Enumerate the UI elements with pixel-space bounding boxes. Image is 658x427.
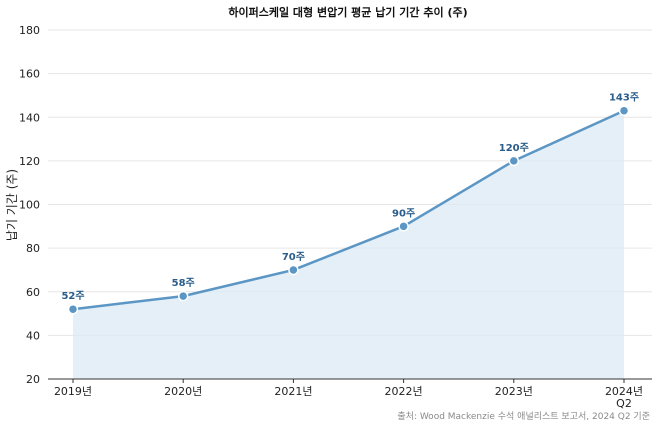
area-fill — [73, 110, 624, 380]
data-labels: 52주 58주 70주 90주 120주 143주 — [61, 92, 639, 302]
y-tick-label: 120 — [19, 155, 40, 168]
source-note: 출처: Wood Mackenzie 수석 애널리스트 보고서, 2024 Q2… — [397, 410, 650, 422]
series-line — [72, 109, 625, 311]
data-point — [508, 155, 520, 167]
y-axis-ticks: 20 40 60 80 100 120 140 160 180 — [19, 24, 40, 386]
y-tick-label: 20 — [26, 373, 40, 386]
x-tick-label: 2023년 — [495, 385, 533, 398]
x-tick-label: 2019년 — [54, 385, 92, 398]
data-points — [67, 105, 630, 315]
chart-title: 하이퍼스케일 대형 변압기 평균 납기 기간 추이 (주) — [228, 5, 467, 19]
x-tick-label: 2024년 Q2 — [605, 385, 643, 410]
data-point — [618, 105, 630, 116]
data-point — [398, 221, 409, 232]
data-point — [67, 303, 79, 315]
y-tick-label: 80 — [26, 242, 40, 255]
y-tick-label: 40 — [26, 329, 40, 342]
y-tick-label: 140 — [19, 111, 40, 124]
data-point — [177, 290, 189, 302]
y-tick-label: 160 — [19, 68, 40, 81]
data-label: 143주 — [609, 92, 639, 104]
data-label: 52주 — [61, 290, 84, 302]
data-label: 90주 — [392, 207, 415, 219]
x-axis-ticks: 2019년 2020년 2021년 2022년 2023년 2024년 Q2 — [54, 379, 643, 410]
y-tick-label: 60 — [26, 286, 40, 299]
data-label: 70주 — [282, 251, 305, 263]
data-point — [288, 264, 299, 276]
y-axis-label: 납기 기간 (주) — [5, 169, 19, 241]
x-tick-label: 2022년 — [385, 385, 423, 398]
data-label: 120주 — [499, 142, 529, 154]
x-tick-label: 2020년 — [164, 385, 202, 398]
y-tick-label: 100 — [19, 199, 40, 212]
x-tick-label: 2021년 — [274, 385, 312, 398]
data-label: 58주 — [172, 277, 195, 289]
y-tick-label: 180 — [19, 24, 40, 37]
